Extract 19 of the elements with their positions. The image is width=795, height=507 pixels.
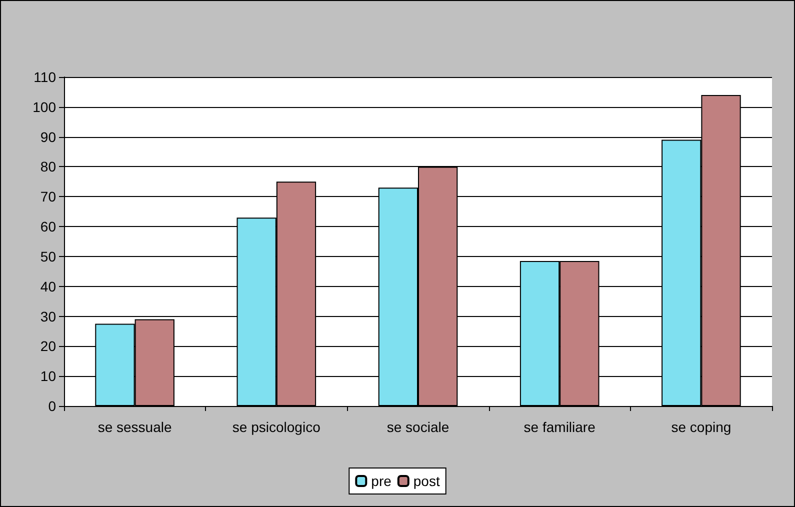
y-tick-label: 110 (34, 69, 56, 85)
y-tick-label: 30 (40, 308, 56, 324)
y-tick-label: 90 (40, 128, 56, 145)
y-tick-label: 50 (40, 248, 56, 264)
y-tick-label: 20 (40, 338, 56, 354)
y-tick-label: 70 (40, 188, 56, 205)
x-tick-label: se sessuale (98, 419, 172, 435)
y-tick-label: 10 (40, 368, 56, 384)
y-tick-label: 40 (40, 278, 56, 294)
y-tick-label: 80 (40, 158, 56, 175)
x-tick-label: se familiare (524, 419, 596, 435)
x-tick-label: se sociale (386, 419, 450, 435)
x-tick-label: se psicologico (232, 419, 321, 435)
legend-label: post (413, 473, 440, 489)
y-tick-label: 60 (40, 218, 56, 235)
y-tick-label: 0 (48, 398, 56, 414)
legend-label: pre (371, 473, 392, 489)
x-tick-label: se coping (671, 419, 732, 435)
y-tick-label: 100 (32, 98, 56, 115)
